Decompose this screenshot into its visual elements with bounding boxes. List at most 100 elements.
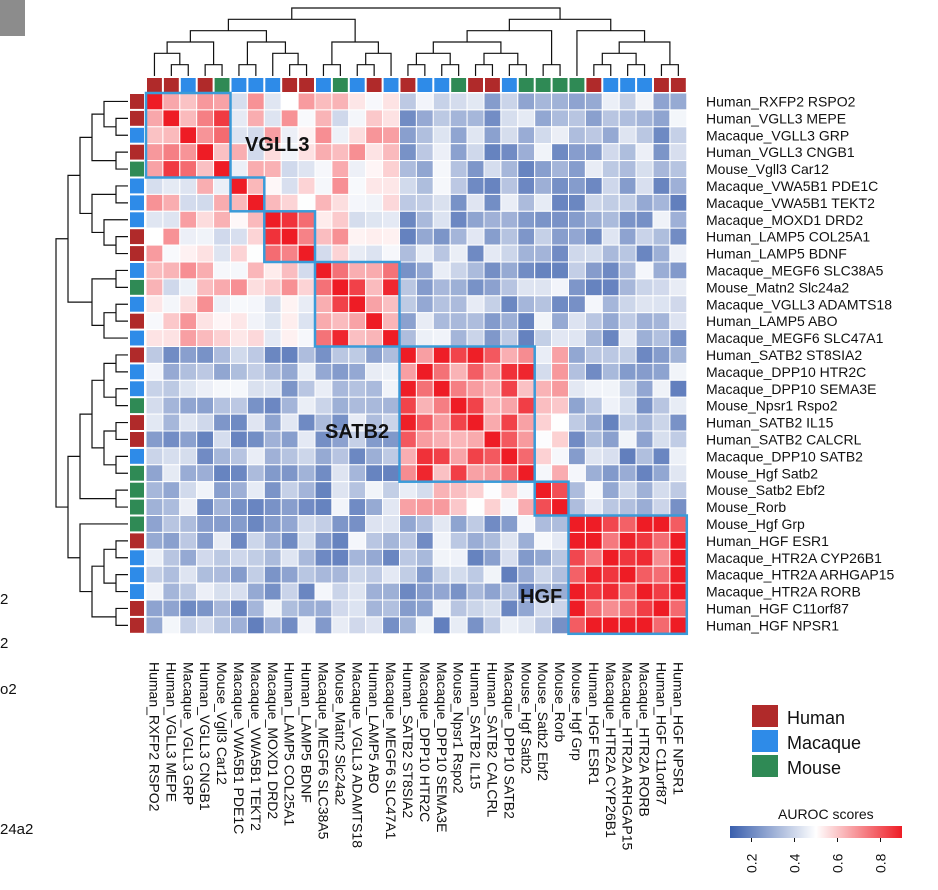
heatmap-cell: [449, 126, 468, 145]
heatmap-cell: [365, 346, 384, 364]
heatmap-cell: [246, 481, 265, 500]
heatmap-cell: [263, 329, 282, 348]
heatmap-cell: [618, 143, 637, 162]
heatmap-cell: [145, 109, 164, 128]
heatmap-cell: [230, 565, 248, 584]
heatmap-cell: [601, 143, 620, 162]
heatmap-cell: [449, 160, 468, 179]
heatmap-cell: [669, 548, 688, 567]
heatmap-cell: [297, 582, 316, 601]
heatmap-cell: [179, 346, 198, 364]
heatmap-cell: [213, 565, 232, 584]
heatmap-cell: [635, 312, 654, 331]
heatmap-cell: [213, 498, 232, 517]
heatmap-cell: [534, 379, 553, 398]
heatmap-cell: [365, 261, 384, 280]
heatmap-cell: [365, 177, 384, 195]
top-dendrogram: [153, 7, 679, 76]
column-label: Macaque_MEGF6 SLC47A1: [383, 662, 399, 840]
heatmap-cell: [517, 396, 536, 415]
heatmap-cell: [280, 227, 299, 246]
heatmap-cell: [483, 210, 502, 229]
heatmap-cell: [568, 261, 586, 280]
heatmap-cell: [500, 481, 519, 500]
heatmap-cell: [618, 447, 637, 466]
column-label: Macaque_HTR2A CYP26B1: [603, 662, 619, 838]
heatmap-cell: [669, 481, 688, 500]
heatmap-cell: [314, 227, 333, 246]
heatmap-cell: [230, 295, 248, 314]
heatmap-cell: [449, 92, 468, 111]
heatmap-cell: [230, 160, 248, 179]
heatmap-cell: [246, 616, 265, 635]
heatmap-cell: [652, 447, 671, 466]
column-label: Human_SATB2 ST8SIA2: [400, 662, 416, 818]
heatmap-cell: [618, 599, 637, 618]
heatmap-cell: [568, 295, 586, 314]
heatmap-cell: [230, 177, 248, 195]
heatmap-cell: [179, 413, 198, 432]
species-tile: [130, 296, 144, 312]
heatmap-cell: [584, 565, 603, 584]
heatmap-cell: [500, 329, 519, 348]
heatmap-cell: [263, 193, 282, 212]
heatmap-cell: [449, 548, 468, 567]
heatmap-cell: [297, 430, 316, 449]
species-tile: [130, 279, 144, 295]
heatmap-cell: [534, 92, 553, 111]
heatmap-cell: [568, 160, 586, 179]
heatmap-cell: [415, 396, 434, 415]
heatmap-cell: [365, 244, 384, 263]
heatmap-cell: [145, 346, 164, 364]
heatmap-cell: [246, 193, 265, 212]
heatmap-cell: [652, 531, 671, 550]
heatmap-cell: [432, 565, 451, 584]
heatmap-cell: [263, 295, 282, 314]
heatmap-cell: [213, 312, 232, 331]
row-label: Macaque_HTR2A CYP26B1: [706, 550, 882, 566]
heatmap-cell: [213, 92, 232, 111]
heatmap-cell: [297, 177, 316, 195]
heatmap-cell: [432, 531, 451, 550]
heatmap-cell: [517, 565, 536, 584]
heatmap-cell: [365, 312, 384, 331]
heatmap-cell: [618, 126, 637, 145]
heatmap-cell: [601, 616, 620, 635]
heatmap-cell: [196, 193, 215, 212]
species-tile: [501, 78, 517, 92]
heatmap-cell: [230, 261, 248, 280]
heatmap-cell: [415, 177, 434, 195]
heatmap-cell: [466, 278, 485, 297]
heatmap-cell: [517, 227, 536, 246]
heatmap-cell: [635, 227, 654, 246]
heatmap-cell: [348, 379, 367, 398]
dendrogram-branch: [660, 64, 679, 76]
heatmap-cell: [415, 227, 434, 246]
heatmap-cell: [551, 227, 569, 246]
heatmap-cell: [179, 599, 198, 618]
column-label: Macaque_HTR2A ARHGAP15: [620, 662, 636, 851]
heatmap-cell: [196, 498, 215, 517]
heatmap-cell: [399, 261, 417, 280]
heatmap-cell: [432, 210, 451, 229]
species-tile: [417, 78, 433, 92]
heatmap-cell: [348, 295, 367, 314]
heatmap-cell: [415, 616, 434, 635]
heatmap-cell: [500, 210, 519, 229]
heatmap-cell: [297, 362, 316, 381]
row-label: Mouse_Hgf Grp: [706, 516, 805, 532]
column-label: Human_LAMP5 BDNF: [299, 662, 315, 803]
heatmap-cell: [314, 481, 333, 500]
heatmap-cell: [415, 160, 434, 179]
heatmap-cell: [314, 329, 333, 348]
heatmap-cell: [483, 396, 502, 415]
heatmap-cell: [331, 498, 350, 517]
heatmap-cell: [230, 515, 248, 533]
heatmap-cell: [365, 210, 384, 229]
heatmap-cell: [331, 210, 350, 229]
heatmap-cell: [280, 92, 299, 111]
heatmap-cell: [179, 582, 198, 601]
heatmap-cell: [382, 346, 401, 364]
heatmap-cell: [314, 565, 333, 584]
